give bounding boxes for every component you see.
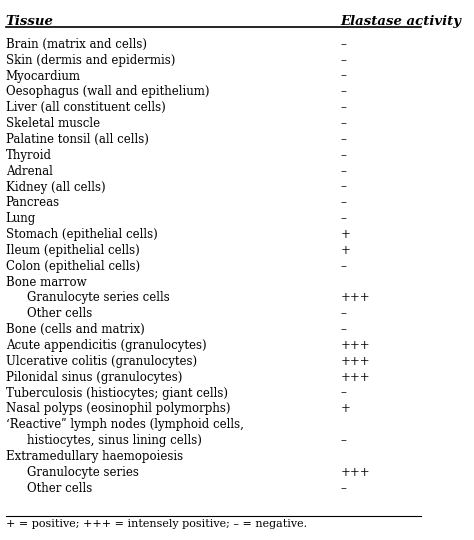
Text: Nasal polyps (eosinophil polymorphs): Nasal polyps (eosinophil polymorphs): [6, 402, 230, 415]
Text: +: +: [340, 402, 350, 415]
Text: Myocardium: Myocardium: [6, 70, 81, 83]
Text: –: –: [340, 387, 346, 400]
Text: +++: +++: [340, 355, 370, 368]
Text: –: –: [340, 434, 346, 447]
Text: –: –: [340, 85, 346, 98]
Text: +: +: [340, 244, 350, 257]
Text: Acute appendicitis (granulocytes): Acute appendicitis (granulocytes): [6, 339, 206, 352]
Text: +++: +++: [340, 292, 370, 305]
Text: Stomach (epithelial cells): Stomach (epithelial cells): [6, 228, 157, 241]
Text: –: –: [340, 260, 346, 273]
Text: Granulocyte series cells: Granulocyte series cells: [27, 292, 170, 305]
Text: –: –: [340, 70, 346, 83]
Text: Colon (epithelial cells): Colon (epithelial cells): [6, 260, 140, 273]
Text: –: –: [340, 38, 346, 51]
Text: Bone marrow: Bone marrow: [6, 275, 86, 289]
Text: Skeletal muscle: Skeletal muscle: [6, 117, 100, 130]
Text: –: –: [340, 149, 346, 162]
Text: Oesophagus (wall and epithelium): Oesophagus (wall and epithelium): [6, 85, 209, 98]
Text: –: –: [340, 165, 346, 178]
Text: + = positive; +++ = intensely positive; – = negative.: + = positive; +++ = intensely positive; …: [6, 519, 307, 529]
Text: Other cells: Other cells: [27, 482, 92, 495]
Text: Thyroid: Thyroid: [6, 149, 52, 162]
Text: Liver (all constituent cells): Liver (all constituent cells): [6, 102, 165, 114]
Text: Elastase activity: Elastase activity: [340, 15, 461, 28]
Text: –: –: [340, 307, 346, 320]
Text: Other cells: Other cells: [27, 307, 92, 320]
Text: +++: +++: [340, 371, 370, 384]
Text: +++: +++: [340, 339, 370, 352]
Text: Brain (matrix and cells): Brain (matrix and cells): [6, 38, 146, 51]
Text: Extramedullary haemopoiesis: Extramedullary haemopoiesis: [6, 450, 183, 463]
Text: Palatine tonsil (all cells): Palatine tonsil (all cells): [6, 133, 148, 146]
Text: –: –: [340, 54, 346, 67]
Text: –: –: [340, 323, 346, 336]
Text: Granulocyte series: Granulocyte series: [27, 466, 139, 479]
Text: Pilonidal sinus (granulocytes): Pilonidal sinus (granulocytes): [6, 371, 182, 384]
Text: +: +: [340, 228, 350, 241]
Text: Skin (dermis and epidermis): Skin (dermis and epidermis): [6, 54, 175, 67]
Text: +++: +++: [340, 466, 370, 479]
Text: Kidney (all cells): Kidney (all cells): [6, 180, 105, 193]
Text: Pancreas: Pancreas: [6, 197, 60, 210]
Text: –: –: [340, 180, 346, 193]
Text: –: –: [340, 117, 346, 130]
Text: –: –: [340, 102, 346, 114]
Text: –: –: [340, 482, 346, 495]
Text: –: –: [340, 212, 346, 225]
Text: ʻReactiveʺ lymph nodes (lymphoid cells,: ʻReactiveʺ lymph nodes (lymphoid cells,: [6, 418, 244, 431]
Text: histiocytes, sinus lining cells): histiocytes, sinus lining cells): [27, 434, 201, 447]
Text: –: –: [340, 197, 346, 210]
Text: Adrenal: Adrenal: [6, 165, 53, 178]
Text: –: –: [340, 133, 346, 146]
Text: Tissue: Tissue: [6, 15, 54, 28]
Text: Ulcerative colitis (granulocytes): Ulcerative colitis (granulocytes): [6, 355, 197, 368]
Text: Tuberculosis (histiocytes; giant cells): Tuberculosis (histiocytes; giant cells): [6, 387, 228, 400]
Text: Ileum (epithelial cells): Ileum (epithelial cells): [6, 244, 139, 257]
Text: Lung: Lung: [6, 212, 36, 225]
Text: Bone (cells and matrix): Bone (cells and matrix): [6, 323, 145, 336]
